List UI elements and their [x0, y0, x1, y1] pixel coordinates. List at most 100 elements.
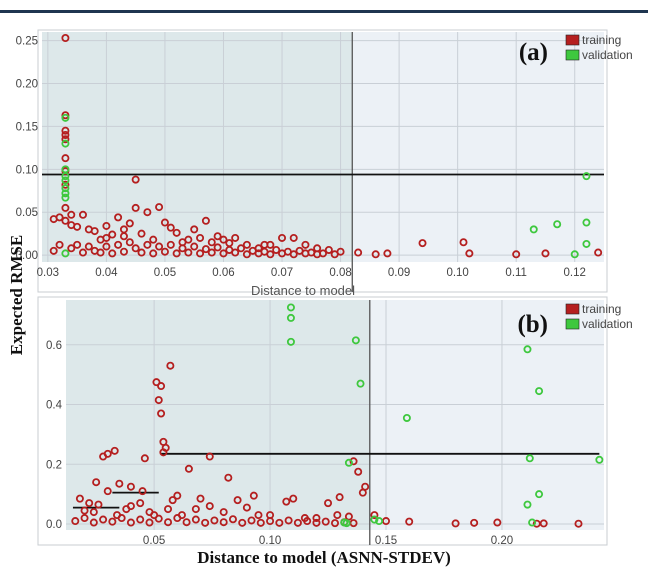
- validation-point: [582, 218, 591, 227]
- training-point: [266, 250, 275, 259]
- training-point: [154, 396, 163, 405]
- training-point: [190, 242, 199, 251]
- x-tick-label: 0.06: [212, 267, 234, 279]
- training-point: [191, 505, 200, 514]
- training-point: [71, 517, 80, 526]
- training-point: [125, 219, 134, 228]
- y-tick-label: 0.4: [46, 400, 63, 412]
- validation-point: [61, 193, 70, 202]
- training-point: [131, 203, 140, 212]
- training-point: [119, 232, 128, 241]
- training-point: [318, 249, 327, 258]
- training-point: [108, 230, 117, 239]
- validation-point: [351, 336, 360, 345]
- training-point: [371, 250, 380, 259]
- training-point: [136, 499, 145, 508]
- training-point: [321, 517, 330, 526]
- training-point: [254, 511, 263, 520]
- validation-point: [375, 517, 384, 526]
- training-point: [231, 248, 240, 257]
- validation-point: [61, 189, 70, 198]
- training-point: [157, 409, 166, 418]
- training-point: [89, 518, 98, 527]
- training-point: [131, 244, 140, 253]
- training-point: [289, 233, 298, 242]
- validation-point: [529, 225, 538, 234]
- y-tick-label: 0.25: [16, 36, 38, 48]
- training-point: [166, 240, 175, 249]
- applicability-region: [66, 300, 370, 530]
- training-point: [333, 511, 342, 520]
- applicability-region: [42, 32, 353, 262]
- training-point: [90, 227, 99, 236]
- training-point: [324, 499, 333, 508]
- y-tick-label: 0.00: [16, 250, 38, 262]
- y-axis-label: Expected RMSE: [7, 234, 26, 356]
- validation-point: [525, 454, 534, 463]
- legend-label: validation: [582, 48, 633, 62]
- training-point: [160, 218, 169, 227]
- training-point: [242, 250, 251, 259]
- training-point: [108, 517, 117, 526]
- training-point: [102, 221, 111, 230]
- training-point: [238, 518, 247, 527]
- legend-swatch: [565, 318, 580, 330]
- training-point: [172, 228, 181, 237]
- training-point: [155, 242, 164, 251]
- training-point: [344, 512, 353, 521]
- validation-point: [61, 249, 70, 258]
- validation-point: [570, 250, 579, 259]
- training-point: [80, 514, 89, 523]
- training-point: [219, 518, 228, 527]
- training-point: [289, 494, 298, 503]
- training-point: [143, 208, 152, 217]
- training-point: [115, 479, 124, 488]
- training-point: [114, 213, 123, 222]
- training-point: [190, 225, 199, 234]
- training-point: [219, 508, 228, 517]
- validation-point: [523, 345, 532, 354]
- x-tick-label: 0.10: [259, 535, 281, 547]
- training-point: [102, 242, 111, 251]
- training-point: [324, 245, 333, 254]
- training-point: [61, 111, 70, 120]
- validation-point: [582, 239, 591, 248]
- training-point: [383, 249, 392, 258]
- training-point: [201, 518, 210, 527]
- training-point: [196, 249, 205, 258]
- training-point: [260, 240, 269, 249]
- training-point: [233, 496, 242, 505]
- training-point: [173, 491, 182, 500]
- x-tick-label: 0.12: [564, 267, 586, 279]
- training-point: [219, 249, 228, 258]
- x-tick-label: 0.11: [505, 267, 527, 279]
- training-point: [493, 518, 502, 527]
- training-point: [228, 515, 237, 524]
- training-point: [470, 518, 479, 527]
- training-point: [196, 233, 205, 242]
- training-point: [330, 519, 339, 528]
- top-rule: [0, 10, 648, 13]
- validation-point: [61, 139, 70, 148]
- y-tick-label: 0.6: [46, 340, 62, 352]
- training-point: [541, 249, 550, 258]
- training-point: [574, 519, 583, 528]
- training-point: [594, 248, 603, 257]
- training-point: [92, 478, 101, 487]
- validation-point: [286, 313, 295, 322]
- training-point: [149, 249, 158, 258]
- validation-point: [61, 172, 70, 181]
- training-point: [67, 244, 76, 253]
- training-point: [140, 454, 149, 463]
- y-tick-label: 0.10: [16, 164, 38, 176]
- training-point: [184, 464, 193, 473]
- training-point: [155, 203, 164, 212]
- training-point: [301, 240, 310, 249]
- training-point: [225, 239, 234, 248]
- x-tick-label: 0.05: [143, 535, 165, 547]
- training-point: [354, 467, 363, 476]
- training-point: [75, 494, 84, 503]
- training-point: [80, 506, 89, 515]
- training-point: [330, 250, 339, 259]
- validation-point: [61, 184, 70, 193]
